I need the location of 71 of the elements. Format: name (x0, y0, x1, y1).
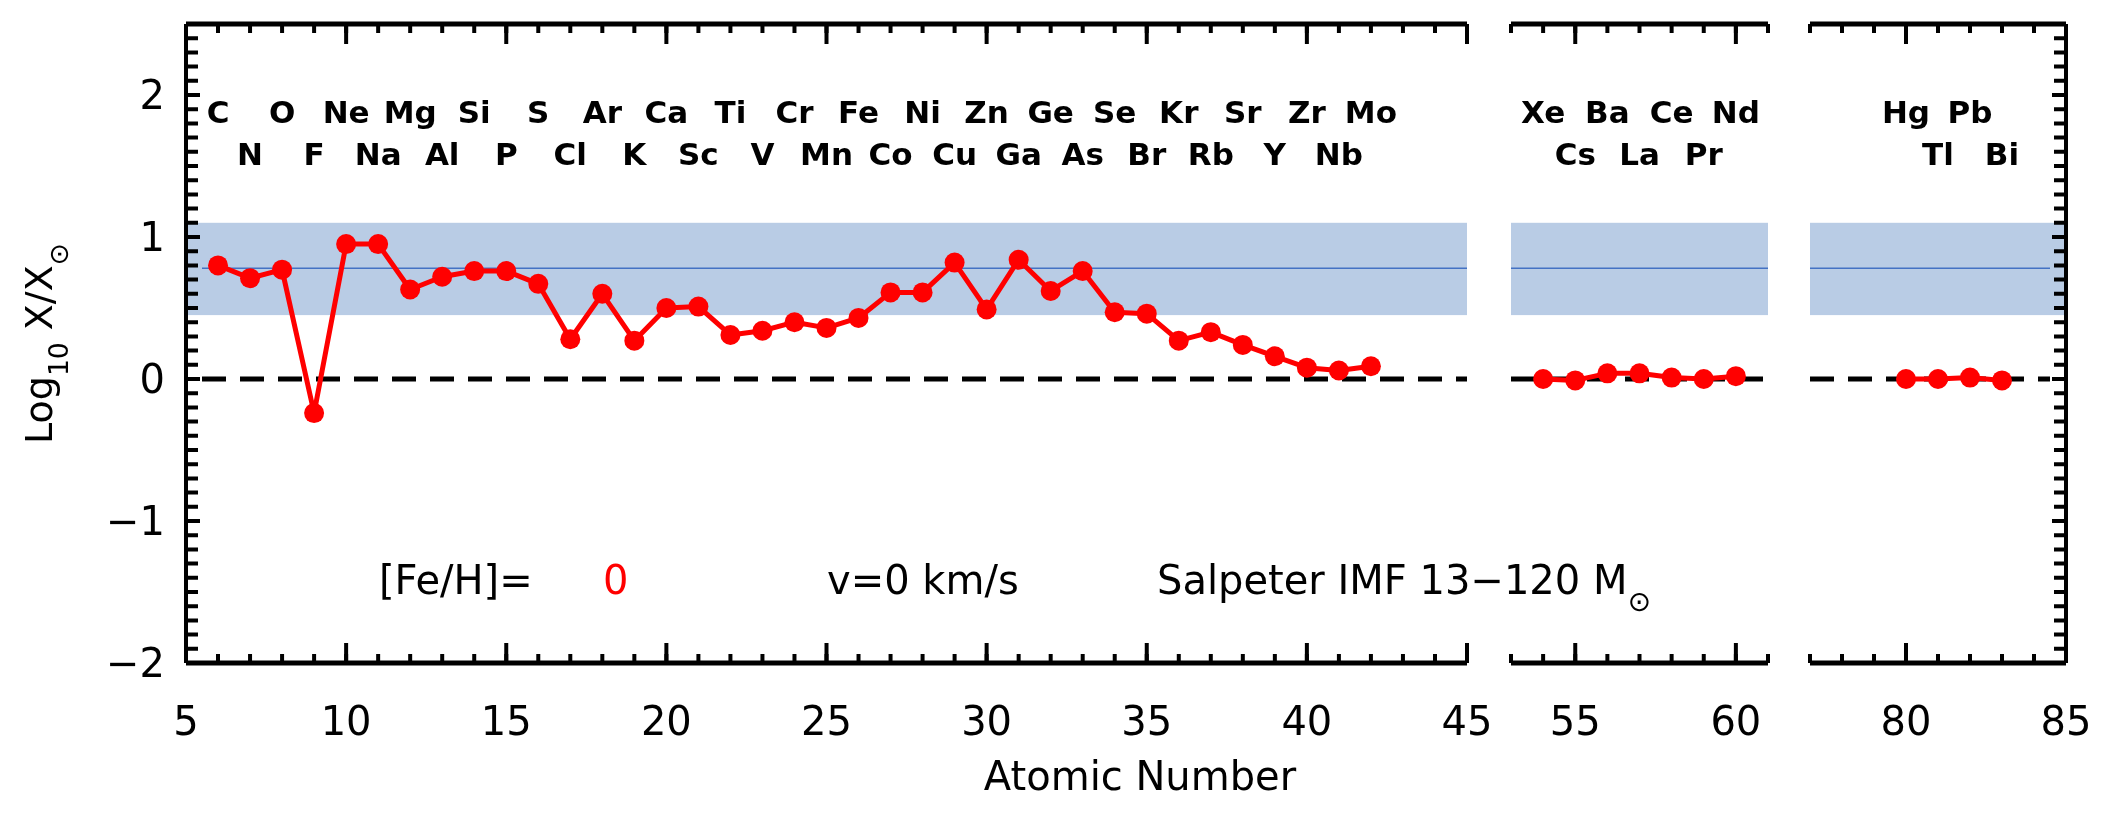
annotation: Cr (775, 93, 815, 130)
annotation: Na (354, 135, 402, 172)
annotation: Nd (1711, 93, 1760, 130)
annotation: N (237, 135, 264, 172)
annotation: Ti (714, 93, 747, 130)
annotation: Ca (644, 93, 689, 130)
x-tick-label: 10 (320, 698, 372, 744)
annotation: Si (457, 93, 491, 130)
annotation: Mn (800, 135, 853, 172)
x-tick-label: 40 (1281, 698, 1333, 744)
annotation: Fe (838, 93, 879, 130)
annotation: Kr (1159, 93, 1200, 130)
y-tick-label: 1 (139, 214, 165, 260)
y-tick-label: −2 (106, 640, 165, 686)
x-tick-label: 85 (2040, 698, 2092, 744)
x-tick-label: 5 (173, 698, 199, 744)
annotation: F (303, 135, 325, 172)
x-tick-label: 20 (640, 698, 692, 744)
annotation: Pb (1947, 93, 1993, 130)
x-axis-title: Atomic Number (983, 753, 1297, 799)
x-tick-label: 60 (1710, 698, 1762, 744)
annotation: As (1061, 135, 1104, 172)
annotation: Rb (1187, 135, 1234, 172)
annotation: Zr (1287, 93, 1327, 130)
annotation: Ce (1649, 93, 1694, 130)
annotation: Xe (1521, 93, 1566, 130)
x-tick-label: 35 (1121, 698, 1173, 744)
x-tick-label: 55 (1549, 698, 1601, 744)
annotation: Co (868, 135, 913, 172)
annotation: Nb (1314, 135, 1363, 172)
annotation: Ar (582, 93, 623, 130)
annotation: Mo (1344, 93, 1397, 130)
annotation: P (494, 135, 518, 172)
annotation: Sr (1224, 93, 1263, 130)
annotation: La (1619, 135, 1660, 172)
annotation: Ba (1585, 93, 1630, 130)
annotation: 0 (603, 557, 629, 603)
y-tick-label: 2 (139, 72, 165, 118)
annotation: Se (1093, 93, 1137, 130)
annotation: Bi (1984, 135, 2020, 172)
annotation: V (750, 135, 775, 172)
annotation: Cl (553, 135, 587, 172)
x-tick-label: 80 (1880, 698, 1932, 744)
annotation: Ga (995, 135, 1042, 172)
annotation: Salpeter IMF 13−120 M$_{⊙}$ (1157, 557, 1651, 618)
annotation: [Fe/H]= (379, 557, 533, 603)
annotation: Sc (678, 135, 719, 172)
x-tick-label: 15 (480, 698, 532, 744)
annotation: C (206, 93, 230, 130)
annotation: Hg (1881, 93, 1931, 130)
annotation: S (527, 93, 550, 130)
annotation: O (268, 93, 296, 130)
annotation: Pr (1684, 135, 1724, 172)
annotation: Tl (1922, 135, 1954, 172)
y-tick-label: 0 (139, 356, 165, 402)
annotation: Zn (964, 93, 1009, 130)
annotation: K (622, 135, 648, 172)
annotation: Ge (1027, 93, 1074, 130)
x-tick-label: 25 (801, 698, 852, 744)
annotation: Ne (322, 93, 370, 130)
annotation: Y (1262, 135, 1287, 172)
annotation: Cs (1554, 135, 1596, 172)
annotation: v=0 km/s (827, 557, 1019, 603)
y-tick-label: −1 (106, 498, 165, 544)
annotation: Cu (932, 135, 978, 172)
x-tick-label: 45 (1441, 698, 1493, 744)
annotation: Br (1127, 135, 1167, 172)
x-tick-label: 30 (961, 698, 1013, 744)
annotation: Al (424, 135, 460, 172)
annotation: Mg (383, 93, 437, 130)
annotation: Ni (904, 93, 941, 130)
